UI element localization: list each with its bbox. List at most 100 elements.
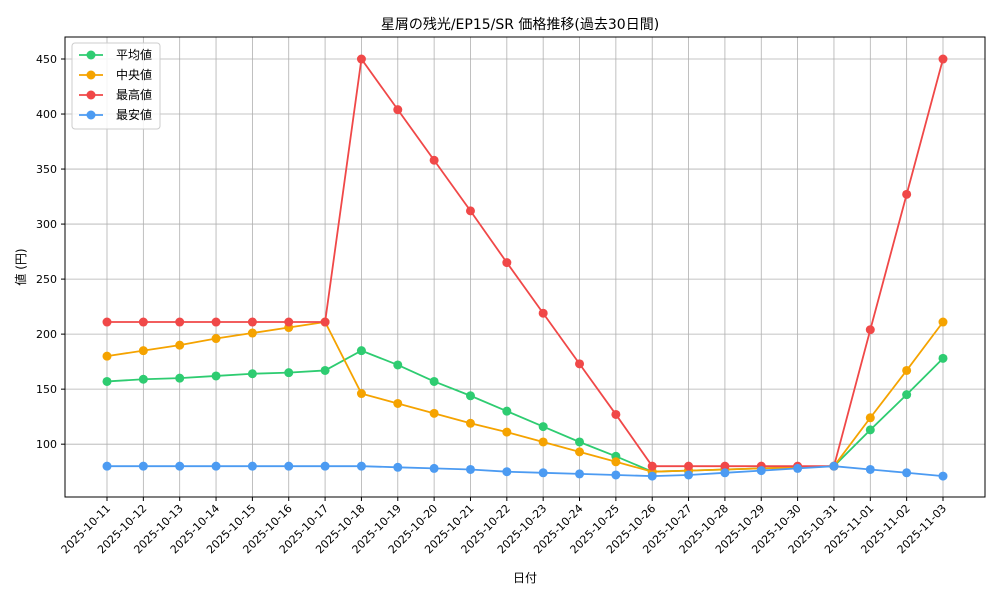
- data-point: [356, 389, 366, 399]
- data-point: [538, 468, 548, 478]
- data-point: [429, 155, 439, 165]
- data-point: [356, 54, 366, 64]
- data-point: [102, 351, 112, 361]
- data-point: [902, 468, 912, 478]
- data-point: [538, 308, 548, 318]
- data-point: [247, 369, 257, 379]
- data-point: [902, 390, 912, 400]
- data-point: [429, 463, 439, 473]
- series-1: [102, 317, 948, 477]
- data-point: [902, 189, 912, 199]
- legend-marker: [86, 110, 96, 120]
- data-point: [902, 365, 912, 375]
- data-point: [720, 468, 730, 478]
- data-point: [865, 325, 875, 335]
- legend-marker: [86, 90, 96, 100]
- data-point: [138, 461, 148, 471]
- y-tick-label: 200: [36, 328, 57, 341]
- plot-frame: [64, 36, 986, 498]
- data-point: [720, 461, 730, 471]
- y-tick-label: 450: [36, 53, 57, 66]
- x-axis-ticks: 2025-10-112025-10-122025-10-132025-10-14…: [59, 497, 949, 556]
- data-point: [865, 464, 875, 474]
- data-point: [393, 105, 403, 115]
- grid: [65, 37, 985, 497]
- data-point: [211, 317, 221, 327]
- data-point: [647, 461, 657, 471]
- data-point: [611, 457, 621, 467]
- data-point: [138, 317, 148, 327]
- data-point: [756, 466, 766, 476]
- data-point: [575, 359, 585, 369]
- data-point: [175, 317, 185, 327]
- data-point: [356, 346, 366, 356]
- data-point: [502, 427, 512, 437]
- y-axis-ticks: 100 150 200 250 300 350 400 450: [36, 53, 65, 451]
- data-point: [284, 317, 294, 327]
- data-point: [684, 470, 694, 480]
- series-3: [102, 461, 948, 481]
- legend-label: 中央値: [116, 67, 152, 82]
- data-point: [175, 373, 185, 383]
- series-2: [102, 54, 948, 471]
- legend-marker: [86, 70, 96, 80]
- data-point: [865, 413, 875, 423]
- data-point: [793, 463, 803, 473]
- data-point: [247, 328, 257, 338]
- data-point: [575, 469, 585, 479]
- data-point: [356, 461, 366, 471]
- series-line: [107, 465, 944, 477]
- y-tick-label: 300: [36, 218, 57, 231]
- data-point: [138, 346, 148, 356]
- legend-box: [71, 42, 161, 130]
- series-line: [106, 321, 944, 473]
- data-point: [320, 317, 330, 327]
- data-point: [247, 461, 257, 471]
- data-point: [429, 408, 439, 418]
- data-point: [211, 334, 221, 344]
- series-line: [106, 349, 944, 473]
- data-point: [684, 461, 694, 471]
- data-point: [611, 409, 621, 419]
- y-tick-label: 150: [36, 383, 57, 396]
- data-point: [247, 317, 257, 327]
- data-point: [829, 461, 839, 471]
- data-point: [284, 368, 294, 378]
- data-point: [502, 258, 512, 268]
- legend-label: 平均値: [116, 47, 152, 62]
- data-point: [647, 471, 657, 481]
- data-point: [465, 206, 475, 216]
- data-point: [102, 461, 112, 471]
- legend-marker: [86, 50, 96, 60]
- data-point: [393, 360, 403, 370]
- data-point: [465, 418, 475, 428]
- chart-title: 星屑の残光/EP15/SR 価格推移(過去30日間): [381, 17, 659, 33]
- y-tick-label: 100: [36, 438, 57, 451]
- series-lines: [102, 54, 948, 481]
- data-point: [284, 461, 294, 471]
- legend-label: 最安値: [116, 107, 152, 122]
- data-point: [938, 317, 948, 327]
- data-point: [211, 461, 221, 471]
- y-tick-label: 250: [36, 273, 57, 286]
- legend-label: 最高値: [116, 87, 152, 102]
- data-point: [538, 422, 548, 432]
- data-point: [575, 447, 585, 457]
- data-point: [465, 391, 475, 401]
- data-point: [102, 317, 112, 327]
- data-point: [320, 365, 330, 375]
- data-point: [138, 374, 148, 384]
- data-point: [465, 464, 475, 474]
- data-point: [938, 353, 948, 363]
- data-point: [175, 461, 185, 471]
- series-0: [102, 346, 948, 477]
- series-line: [107, 56, 944, 468]
- y-axis-label: 値 (円): [13, 248, 28, 285]
- data-point: [211, 371, 221, 381]
- data-point: [502, 467, 512, 477]
- data-point: [175, 340, 185, 350]
- x-axis-label: 日付: [513, 571, 537, 585]
- data-point: [393, 462, 403, 472]
